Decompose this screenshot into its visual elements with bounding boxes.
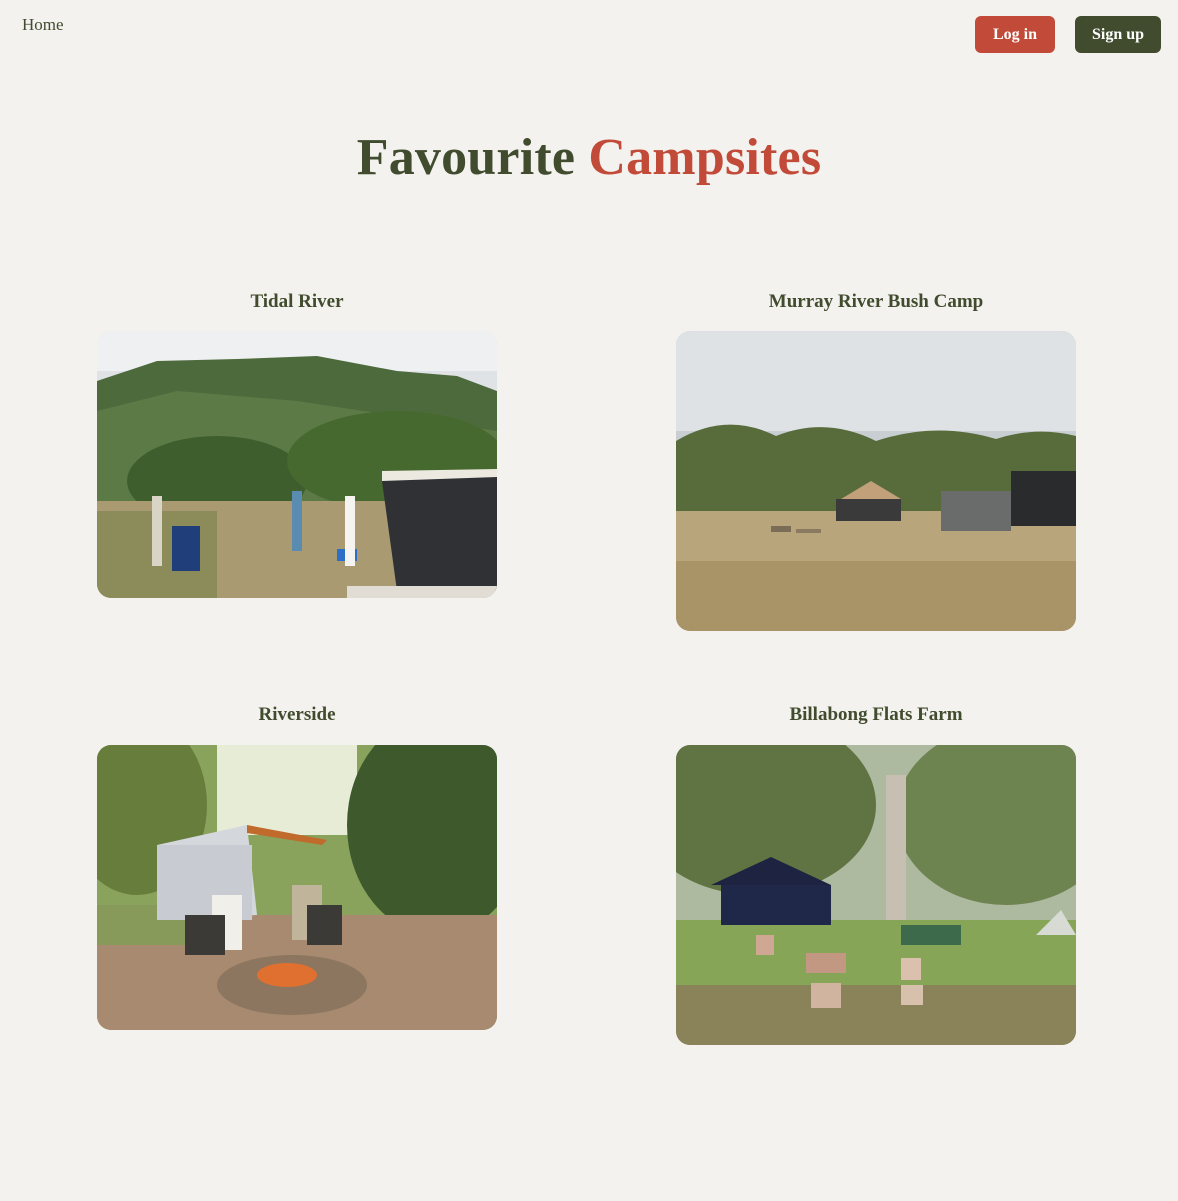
campsite-name: Murray River Bush Camp: [768, 291, 984, 312]
campsite-name: Billabong Flats Farm: [789, 704, 963, 725]
title-part-campsites: Campsites: [588, 129, 822, 186]
campsite-card-tidal-river[interactable]: Tidal River: [97, 291, 497, 598]
campsite-name: Riverside: [258, 704, 336, 725]
campsite-card-riverside[interactable]: Riverside: [97, 704, 497, 1030]
campsite-card-murray-river-bush-camp[interactable]: Murray River Bush Camp: [676, 291, 1076, 631]
title-part-favourite: Favourite: [356, 129, 576, 186]
campsite-card-billabong-flats-farm[interactable]: Billabong Flats Farm: [676, 704, 1076, 1045]
campsite-photo[interactable]: [97, 331, 497, 598]
home-link[interactable]: Home: [22, 15, 64, 34]
page-title: Favourite Campsites: [0, 128, 1178, 187]
campsite-photo[interactable]: [97, 745, 497, 1030]
campsite-photo[interactable]: [676, 745, 1076, 1045]
login-button[interactable]: Log in: [975, 16, 1055, 53]
campsite-photo[interactable]: [676, 331, 1076, 631]
campsite-name: Tidal River: [250, 291, 344, 312]
signup-button[interactable]: Sign up: [1075, 16, 1161, 53]
